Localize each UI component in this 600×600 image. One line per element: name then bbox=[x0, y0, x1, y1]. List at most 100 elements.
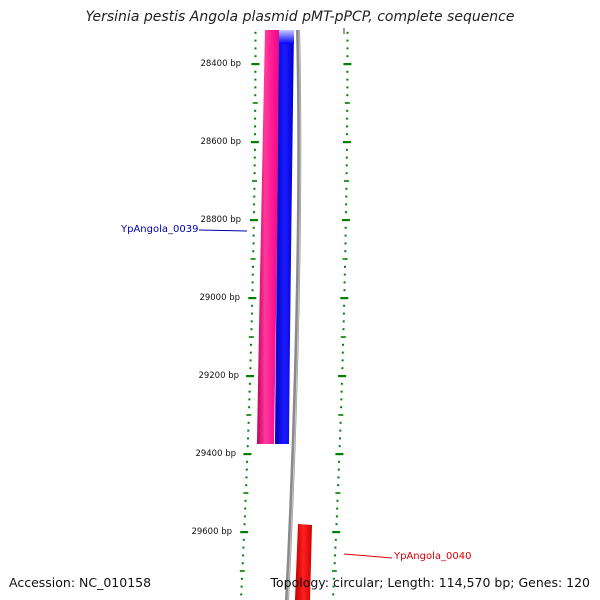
minor-tick bbox=[346, 109, 349, 112]
major-tick bbox=[250, 141, 259, 144]
scale-label-28400: 28400 bp bbox=[200, 59, 241, 69]
major-ticks-left bbox=[240, 63, 260, 534]
mid-tick bbox=[252, 102, 258, 104]
minor-tick bbox=[253, 195, 256, 198]
minor-tick bbox=[336, 499, 339, 502]
minor-tick bbox=[254, 117, 257, 120]
minor-tick bbox=[332, 585, 335, 588]
minor-tick bbox=[254, 78, 257, 81]
minor-tick bbox=[346, 78, 349, 81]
minor-ticks-left bbox=[239, 31, 258, 596]
minor-tick bbox=[240, 585, 243, 588]
major-tick bbox=[341, 219, 350, 222]
mid-tick bbox=[344, 102, 350, 104]
minor-tick bbox=[243, 515, 246, 518]
mid-tick bbox=[335, 492, 341, 494]
major-tick bbox=[240, 531, 249, 534]
mid-tick bbox=[250, 258, 256, 260]
minor-tick bbox=[252, 265, 254, 268]
major-tick bbox=[246, 375, 255, 378]
cds-band-top-fade bbox=[279, 30, 294, 44]
minor-tick bbox=[242, 538, 245, 541]
minor-tick bbox=[341, 351, 344, 354]
minor-tick bbox=[345, 195, 348, 198]
minor-tick bbox=[345, 211, 347, 214]
minor-tick bbox=[334, 546, 337, 549]
minor-tick bbox=[338, 460, 341, 463]
minor-tick bbox=[246, 460, 249, 463]
minor-tick bbox=[253, 172, 256, 175]
minor-tick bbox=[250, 343, 252, 346]
minor-tick bbox=[248, 398, 251, 401]
minor-tick bbox=[342, 320, 345, 323]
minor-tick bbox=[254, 133, 256, 136]
minor-ticks-right bbox=[331, 31, 350, 596]
accession-text: Accession: NC_010158 bbox=[9, 575, 152, 590]
mid-tick bbox=[243, 492, 249, 494]
minor-tick bbox=[343, 281, 346, 284]
major-tick bbox=[343, 63, 352, 66]
minor-tick bbox=[244, 507, 247, 510]
minor-tick bbox=[342, 328, 345, 331]
minor-tick bbox=[332, 593, 335, 596]
minor-tick bbox=[334, 554, 337, 557]
major-tick bbox=[335, 453, 344, 456]
gene-band-ypangola-0039[interactable] bbox=[257, 30, 280, 444]
major-tick bbox=[249, 219, 258, 222]
gene-band-ypangola-0040[interactable] bbox=[295, 524, 312, 600]
major-ticks-right bbox=[332, 63, 352, 534]
minor-tick bbox=[346, 125, 349, 128]
minor-tick bbox=[240, 577, 243, 580]
major-tick bbox=[251, 63, 260, 66]
topology-summary: Topology: circular; Length: 114,570 bp; … bbox=[270, 575, 591, 590]
minor-tick bbox=[252, 250, 255, 253]
mid-tick bbox=[331, 570, 337, 572]
minor-tick bbox=[248, 406, 251, 409]
scale-label-28600: 28600 bp bbox=[200, 137, 241, 147]
minor-tick bbox=[251, 289, 254, 292]
major-tick bbox=[332, 531, 341, 534]
minor-tick bbox=[340, 390, 343, 393]
leader-line-ypangola-0040 bbox=[343, 553, 393, 559]
minor-tick bbox=[344, 226, 347, 229]
minor-tick bbox=[242, 554, 245, 557]
mid-tick bbox=[338, 414, 344, 416]
minor-tick bbox=[250, 312, 253, 315]
mid-tick bbox=[248, 336, 254, 338]
minor-tick bbox=[346, 86, 349, 89]
mid-tick bbox=[246, 414, 252, 416]
minor-tick bbox=[252, 226, 255, 229]
minor-tick bbox=[252, 234, 255, 237]
minor-tick bbox=[249, 367, 252, 370]
minor-tick bbox=[241, 562, 244, 565]
major-tick bbox=[243, 453, 252, 456]
gene-label-ypangola-0039[interactable]: YpAngola_0039 bbox=[121, 224, 199, 235]
minor-tick bbox=[254, 86, 257, 89]
minor-tick bbox=[345, 203, 348, 206]
minor-tick bbox=[341, 367, 344, 370]
scale-label-29200: 29200 bp bbox=[198, 371, 239, 381]
minor-tick bbox=[344, 250, 347, 253]
minor-tick bbox=[342, 343, 344, 346]
minor-tick bbox=[343, 289, 346, 292]
minor-tick bbox=[254, 70, 257, 73]
minor-tick bbox=[345, 156, 348, 159]
minor-tick bbox=[345, 148, 348, 151]
minor-tick bbox=[251, 304, 254, 307]
minor-tick bbox=[340, 406, 343, 409]
minor-tick bbox=[346, 55, 349, 58]
minor-tick bbox=[346, 117, 349, 120]
minor-tick bbox=[254, 55, 257, 58]
major-tick bbox=[340, 297, 349, 300]
cds-band[interactable] bbox=[275, 30, 294, 444]
minor-tick bbox=[248, 390, 251, 393]
gene-label-ypangola-0040[interactable]: YpAngola_0040 bbox=[394, 551, 472, 562]
minor-tick bbox=[346, 94, 349, 97]
minor-tick bbox=[345, 172, 348, 175]
minor-tick bbox=[254, 31, 257, 34]
minor-tick bbox=[339, 421, 342, 424]
minor-tick bbox=[335, 515, 338, 518]
minor-tick bbox=[242, 546, 245, 549]
minor-tick bbox=[250, 328, 253, 331]
minor-tick bbox=[346, 133, 348, 136]
